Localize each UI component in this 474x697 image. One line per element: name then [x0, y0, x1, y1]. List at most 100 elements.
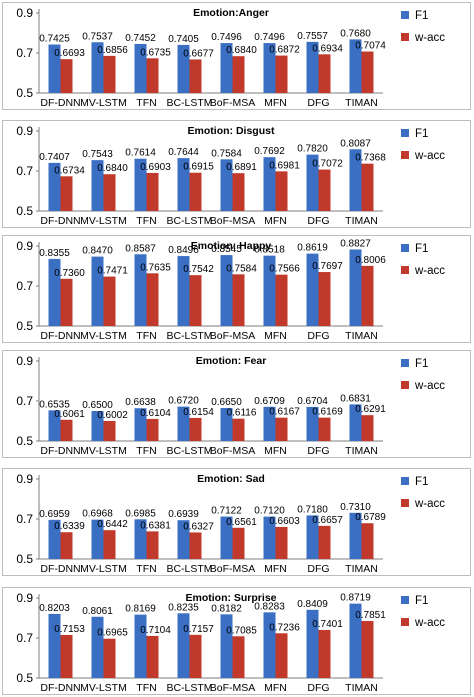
- data-label-w-acc: 0.7153: [54, 624, 85, 635]
- x-tick-label: MV-LSTM: [80, 563, 127, 575]
- data-label-f1: 0.8619: [297, 243, 328, 254]
- x-tick-label: MFN: [264, 215, 287, 227]
- legend-label: w-acc: [414, 498, 445, 510]
- bar-w-acc: [60, 419, 73, 441]
- bar-w-acc: [60, 176, 73, 211]
- data-label-w-acc: 0.6734: [54, 165, 85, 176]
- bar-f1: [220, 516, 233, 559]
- data-label-w-acc: 0.6693: [54, 48, 85, 59]
- x-tick-label: DF-DNN: [40, 445, 80, 457]
- data-label-f1: 0.8827: [340, 238, 371, 249]
- x-tick-label: TIMAN: [345, 563, 378, 575]
- data-label-f1: 0.6704: [297, 396, 328, 407]
- y-tick-label: 0.5: [16, 86, 33, 100]
- data-label-f1: 0.6959: [39, 509, 70, 520]
- data-label-f1: 0.8169: [125, 604, 156, 615]
- bar-f1: [306, 515, 319, 559]
- bar-w-acc: [318, 54, 331, 93]
- x-tick-label: BC-LSTM: [166, 563, 212, 575]
- data-label-f1: 0.7180: [297, 504, 328, 515]
- legend-label: F1: [415, 10, 428, 22]
- data-label-w-acc: 0.6789: [355, 512, 386, 523]
- bar-f1: [263, 157, 276, 211]
- x-tick-label: BC-LSTM: [166, 445, 212, 457]
- data-label-f1: 0.6709: [254, 396, 285, 407]
- data-label-w-acc: 0.6381: [140, 520, 171, 531]
- x-tick-label: MFN: [264, 97, 287, 109]
- data-label-f1: 0.7644: [168, 147, 199, 158]
- bar-f1: [91, 519, 104, 559]
- x-tick-label: DF-DNN: [40, 563, 80, 575]
- bar-f1: [91, 616, 104, 678]
- legend-label: w-acc: [414, 265, 445, 277]
- data-label-f1: 0.8235: [168, 602, 199, 613]
- y-tick-label: 0.7: [16, 279, 33, 293]
- data-label-w-acc: 0.6154: [183, 407, 214, 418]
- bar-f1: [177, 256, 190, 326]
- bar-f1: [134, 614, 147, 678]
- bar-f1: [306, 406, 319, 441]
- bar-w-acc: [189, 417, 202, 441]
- legend-label: F1: [415, 243, 428, 255]
- data-label-f1: 0.7692: [254, 146, 285, 157]
- bar-f1: [306, 154, 319, 211]
- bar-f1: [48, 613, 61, 678]
- chart-title: Emotion: Sad: [197, 473, 265, 485]
- data-label-f1: 0.7122: [211, 506, 242, 517]
- data-label-f1: 0.8545: [211, 244, 242, 255]
- data-label-w-acc: 0.6934: [312, 43, 343, 54]
- data-label-w-acc: 0.7401: [312, 619, 343, 630]
- data-label-f1: 0.6985: [125, 508, 156, 519]
- bar-f1: [220, 614, 233, 678]
- x-tick-label: MV-LSTM: [80, 97, 127, 109]
- bar-w-acc: [361, 620, 374, 678]
- data-label-w-acc: 0.7697: [312, 261, 343, 272]
- x-tick-label: DFG: [307, 97, 329, 109]
- bar-w-acc: [60, 278, 73, 326]
- chart-panel: 0.5 0.7 0.9 Emotion:Anger 0.7425 0.6693 DF-DNN…: [2, 2, 471, 110]
- bar-w-acc: [103, 276, 116, 326]
- chart-panel: 0.5 0.7 0.9 Emotion: Disgust 0.7407 0.6734 DF-…: [2, 120, 471, 228]
- chart-panel: 0.5 0.7 0.9 Emotion: Surprise 0.8203 0.7153 DF…: [2, 587, 471, 695]
- bar-w-acc: [146, 172, 159, 211]
- x-tick-label: DF-DNN: [40, 330, 80, 342]
- x-tick-label: DFG: [307, 445, 329, 457]
- bar-w-acc: [232, 418, 245, 441]
- bar-f1: [91, 256, 104, 326]
- x-tick-label: DFG: [307, 563, 329, 575]
- bar-w-acc: [189, 275, 202, 326]
- bar-w-acc: [189, 172, 202, 211]
- data-label-w-acc: 0.6167: [269, 407, 300, 418]
- bar-w-acc: [318, 272, 331, 326]
- bar-w-acc: [146, 531, 159, 559]
- bar-f1: [48, 258, 61, 326]
- legend-swatch: [401, 618, 409, 626]
- bar-f1: [48, 410, 61, 441]
- y-tick-label: 0.9: [16, 354, 33, 368]
- data-label-w-acc: 0.6840: [226, 45, 257, 56]
- bar-w-acc: [361, 265, 374, 326]
- x-tick-label: DFG: [307, 330, 329, 342]
- bar-f1: [349, 404, 362, 441]
- data-label-f1: 0.7537: [82, 31, 113, 42]
- data-label-f1: 0.8470: [82, 246, 113, 257]
- bar-f1: [349, 149, 362, 211]
- bar-f1: [177, 44, 190, 93]
- y-tick-label: 0.7: [16, 512, 33, 526]
- bar-f1: [134, 158, 147, 211]
- data-label-f1: 0.8355: [39, 248, 70, 259]
- x-tick-label: BC-LSTM: [166, 682, 212, 694]
- y-tick-label: 0.9: [16, 239, 33, 253]
- y-tick-label: 0.7: [16, 631, 33, 645]
- chart-title: Emotion:Anger: [193, 7, 269, 19]
- bar-w-acc: [275, 417, 288, 441]
- x-tick-label: TIMAN: [345, 445, 378, 457]
- x-tick-label: MFN: [264, 682, 287, 694]
- bar-w-acc: [318, 629, 331, 678]
- bar-w-acc: [189, 59, 202, 93]
- legend-swatch: [401, 596, 409, 604]
- y-tick-label: 0.9: [16, 124, 33, 138]
- legend-label: w-acc: [414, 617, 445, 629]
- bar-w-acc: [103, 55, 116, 93]
- bar-w-acc: [146, 418, 159, 441]
